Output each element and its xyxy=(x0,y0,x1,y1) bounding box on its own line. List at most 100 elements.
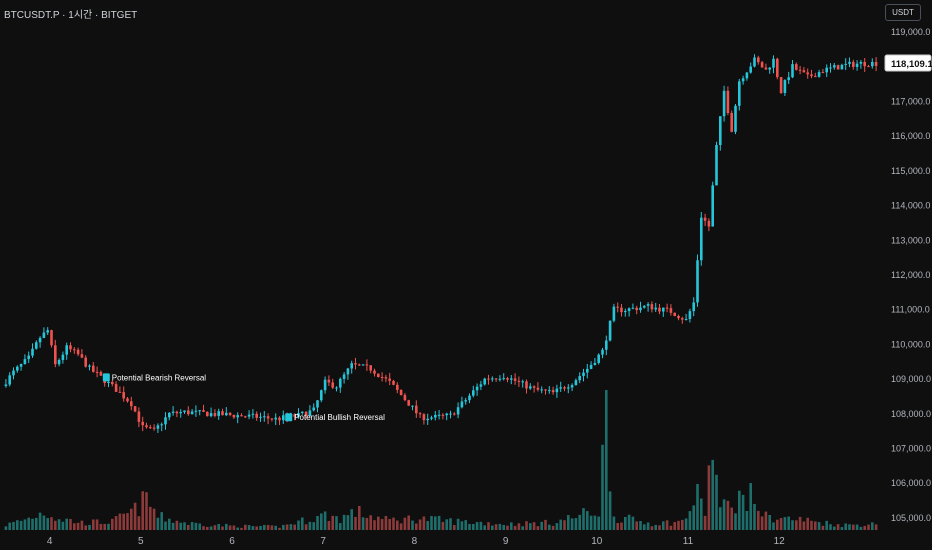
volume-bar xyxy=(12,521,15,530)
candle xyxy=(707,220,711,227)
candle xyxy=(130,401,133,407)
candle xyxy=(244,416,247,418)
volume-bar xyxy=(650,526,654,530)
volume-bar xyxy=(95,519,99,530)
candle xyxy=(703,217,707,221)
candle xyxy=(825,67,828,73)
volume-bar xyxy=(760,516,764,530)
volume-bar xyxy=(502,524,505,530)
volume-bar xyxy=(814,521,817,530)
volume-bar xyxy=(31,518,34,530)
volume-bar xyxy=(255,526,258,530)
volume-bar xyxy=(407,515,410,530)
volume-bar xyxy=(460,521,464,530)
candle xyxy=(301,411,304,414)
volume-bar xyxy=(783,517,787,530)
candle xyxy=(551,390,555,393)
candle xyxy=(814,76,817,78)
volume-bar xyxy=(4,526,8,530)
candle xyxy=(282,415,285,421)
volume-bar xyxy=(722,499,726,530)
price-tick-label: 106,000.0 xyxy=(891,478,931,488)
volume-bar xyxy=(654,524,657,530)
candle xyxy=(506,378,509,380)
volume-bar xyxy=(320,513,323,530)
candle xyxy=(510,378,513,380)
volume-bar xyxy=(430,515,433,530)
time-tick-label: 12 xyxy=(774,536,786,547)
volume-bar xyxy=(76,522,80,530)
candle xyxy=(31,348,34,356)
candle xyxy=(411,405,414,407)
price-tick-label: 107,000.0 xyxy=(891,443,931,453)
volume-bar xyxy=(137,516,141,530)
volume-bar xyxy=(510,522,513,530)
volume-bar xyxy=(217,523,220,530)
volume-bar xyxy=(574,518,578,530)
volume-bar xyxy=(156,517,160,530)
candle xyxy=(183,410,186,413)
candle xyxy=(251,413,255,415)
volume-bar xyxy=(757,510,760,530)
candle xyxy=(232,414,236,418)
volume-bar xyxy=(703,515,707,530)
volume-bar xyxy=(593,515,597,530)
volume-bar xyxy=(521,526,524,530)
candle xyxy=(776,58,779,78)
volume-bar xyxy=(787,516,790,530)
volume-bar xyxy=(350,509,353,530)
volume-bar xyxy=(365,517,369,530)
volume-bar xyxy=(99,523,103,530)
volume-bar xyxy=(487,522,490,530)
candle xyxy=(726,90,730,113)
candle xyxy=(700,217,703,261)
candle xyxy=(76,349,80,355)
candle xyxy=(156,425,160,429)
volume-bar xyxy=(715,474,718,530)
volume-bar xyxy=(42,515,46,530)
candle xyxy=(441,414,445,416)
volume-bar xyxy=(677,520,680,530)
candle xyxy=(650,304,654,310)
candle xyxy=(536,387,540,390)
candle xyxy=(559,387,562,389)
candle xyxy=(795,64,798,70)
candle xyxy=(601,349,604,355)
candle xyxy=(99,372,103,376)
volume-bar xyxy=(848,524,851,530)
currency-button[interactable]: USDT xyxy=(885,4,921,21)
candle xyxy=(179,412,182,414)
price-tick-label: 113,000.0 xyxy=(891,235,930,245)
candle xyxy=(445,413,448,416)
volume-bar xyxy=(27,517,30,530)
candle xyxy=(278,417,281,421)
volume-bar xyxy=(50,517,53,530)
candle xyxy=(802,70,806,73)
candle xyxy=(107,381,110,384)
candle xyxy=(502,378,505,380)
volume-bar xyxy=(840,527,844,530)
volume-bars xyxy=(4,390,878,530)
volume-bar xyxy=(817,522,821,530)
volume-bar xyxy=(377,516,380,530)
candle xyxy=(152,427,156,429)
candle xyxy=(50,330,53,346)
volume-bar xyxy=(631,516,635,530)
volume-bar xyxy=(821,525,825,530)
candle xyxy=(16,366,19,371)
volume-bar xyxy=(563,520,566,530)
volume-bar xyxy=(183,522,186,530)
volume-bar xyxy=(491,525,494,530)
volume-bar xyxy=(559,519,562,530)
candle xyxy=(844,63,847,65)
candle xyxy=(578,376,581,381)
volume-bar xyxy=(236,527,239,530)
candle xyxy=(563,387,566,389)
volume-bar xyxy=(149,506,152,530)
candle xyxy=(164,417,167,425)
volume-bar xyxy=(570,518,574,530)
volume-bar xyxy=(202,526,205,530)
candle xyxy=(133,406,137,412)
volume-bar xyxy=(772,522,775,530)
